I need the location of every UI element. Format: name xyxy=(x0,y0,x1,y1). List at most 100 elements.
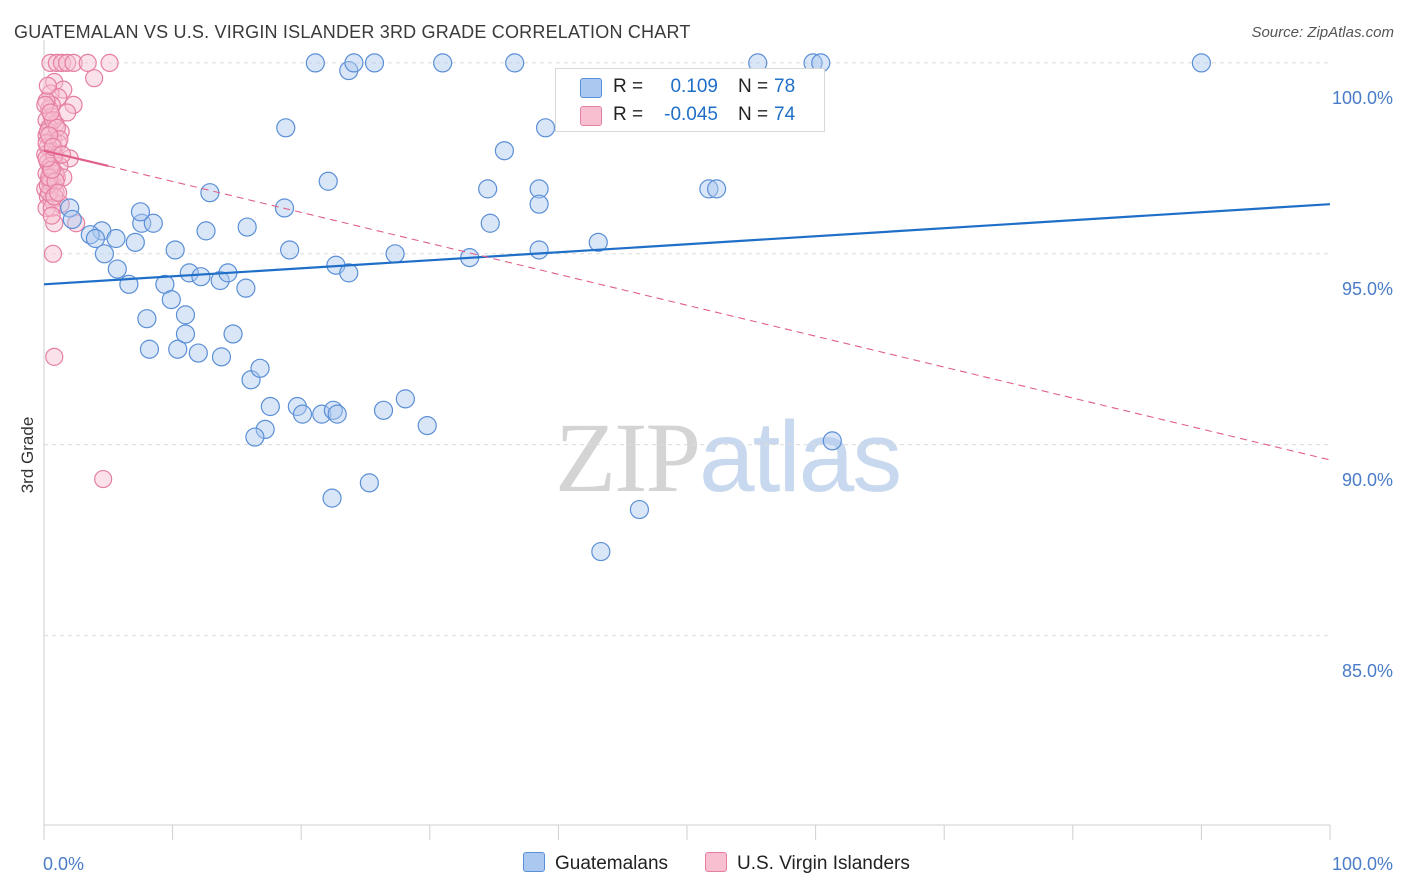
series-swatch-blue xyxy=(523,852,545,872)
guatemalans-point xyxy=(364,53,385,73)
guatemalans-point xyxy=(629,499,650,520)
guatemalans-point xyxy=(143,213,163,233)
guatemalans-point xyxy=(344,53,364,73)
guatemalans-point xyxy=(175,305,196,325)
guatemalans-point xyxy=(106,228,126,249)
virgin-islanders-point xyxy=(37,149,56,168)
legend-row-virgin-islanders: R = -0.045 N = 74 xyxy=(556,101,824,129)
virgin-islanders-point xyxy=(94,469,113,489)
legend-row-guatemalans: R = 0.109 N = 78 xyxy=(556,73,824,101)
chart-title: GUATEMALAN VS U.S. VIRGIN ISLANDER 3RD G… xyxy=(14,22,691,42)
guatemalans-point xyxy=(191,267,211,287)
guatemalans-point xyxy=(339,263,359,283)
virgin-islanders-point xyxy=(47,118,66,137)
virgin-islanders-point xyxy=(38,76,57,95)
guatemalans-point xyxy=(312,404,332,424)
virgin-islanders-point xyxy=(58,53,77,73)
virgin-islanders-point xyxy=(46,172,65,191)
series-name-virgin-islanders: U.S. Virgin Islanders xyxy=(737,853,910,874)
virgin-islanders-point xyxy=(40,126,59,145)
y-tick-label-95: 95.0% xyxy=(1342,279,1393,299)
guatemalans-point xyxy=(250,358,270,378)
guatemalans-point xyxy=(373,400,394,420)
guatemalans-point xyxy=(60,198,80,218)
guatemalans-point xyxy=(588,232,608,252)
guatemalans-point xyxy=(210,270,230,291)
correlation-legend: R = 0.109 N = 78 R = -0.045 N = 74 xyxy=(555,68,825,132)
guatemalans-point xyxy=(168,339,188,359)
guatemalans-point xyxy=(161,290,181,310)
legend-r-value: -0.045 xyxy=(664,104,718,125)
guatemalans-point xyxy=(529,240,549,260)
virgin-islanders-point xyxy=(42,206,61,225)
guatemalans-point xyxy=(196,221,216,241)
guatemalans-point xyxy=(125,232,145,252)
y-tick-label-100: 100.0% xyxy=(1332,88,1393,108)
guatemalans-point xyxy=(200,183,220,203)
guatemalans-point xyxy=(529,194,549,214)
guatemalans-point xyxy=(535,118,556,138)
series-swatch-pink xyxy=(705,852,727,872)
virgin-islanders-point xyxy=(42,160,61,179)
guatemalans-point xyxy=(322,488,342,508)
virgin-islanders-points xyxy=(36,53,119,489)
guatemalans-point xyxy=(260,396,280,417)
x-tick-label-end: 100.0% xyxy=(1332,854,1393,874)
guatemalans-point xyxy=(223,324,243,344)
legend-n-label: N = xyxy=(738,76,769,97)
guatemalans-point xyxy=(175,324,196,344)
guatemalans-point xyxy=(529,179,549,199)
guatemalans-point xyxy=(706,179,727,199)
guatemalans-point xyxy=(130,202,151,222)
guatemalans-point xyxy=(80,225,100,245)
guatemalans-trend-line xyxy=(43,203,1331,286)
guatemalans-point xyxy=(385,244,405,264)
virgin-islanders-point xyxy=(64,95,83,115)
watermark: ZIPatlas xyxy=(555,400,902,515)
virgin-islanders-point xyxy=(100,53,119,73)
virgin-islanders-trend-extension xyxy=(108,165,1331,461)
guatemalans-point xyxy=(245,427,265,447)
series-legend-virgin-islanders: U.S. Virgin Islanders xyxy=(705,852,910,875)
guatemalans-point xyxy=(478,179,498,199)
guatemalans-point xyxy=(107,259,127,279)
guatemalans-point xyxy=(211,347,232,367)
legend-n-label: N = xyxy=(738,104,769,125)
guatemalans-point xyxy=(327,404,347,424)
guatemalans-point xyxy=(433,53,453,73)
guatemalans-points xyxy=(60,53,1212,562)
virgin-islanders-point xyxy=(78,53,97,73)
virgin-islanders-trend-line xyxy=(43,149,109,168)
y-tick-label-85: 85.0% xyxy=(1342,661,1393,681)
guatemalans-point xyxy=(85,228,106,249)
legend-r-value: 0.109 xyxy=(670,76,718,97)
virgin-islanders-point xyxy=(49,183,68,202)
guatemalans-point xyxy=(323,400,343,420)
series-name-guatemalans: Guatemalans xyxy=(555,853,669,874)
axes xyxy=(43,40,1331,840)
guatemalans-point xyxy=(188,343,208,363)
guatemalans-point xyxy=(318,171,338,191)
guatemalans-point xyxy=(417,415,437,436)
virgin-islanders-point xyxy=(41,103,60,122)
virgin-islanders-point xyxy=(45,347,64,366)
guatemalans-point xyxy=(139,339,160,359)
guatemalans-point xyxy=(505,53,525,73)
guatemalans-point xyxy=(494,141,514,161)
virgin-islanders-point xyxy=(50,130,69,149)
guatemalans-point xyxy=(276,118,296,138)
virgin-islanders-point xyxy=(85,69,104,88)
trend-lines xyxy=(43,149,1331,461)
guatemalans-point xyxy=(137,309,157,329)
guatemalans-point xyxy=(822,431,842,451)
guatemalans-point xyxy=(699,179,719,199)
virgin-islanders-point xyxy=(43,244,63,263)
guatemalans-point xyxy=(359,473,379,493)
guatemalans-point xyxy=(237,217,257,237)
legend-swatch-blue xyxy=(580,78,602,98)
legend-r-label: R = xyxy=(613,104,644,125)
guatemalans-point xyxy=(1191,53,1212,73)
guatemalans-point xyxy=(62,209,82,230)
guatemalans-point xyxy=(165,240,185,260)
